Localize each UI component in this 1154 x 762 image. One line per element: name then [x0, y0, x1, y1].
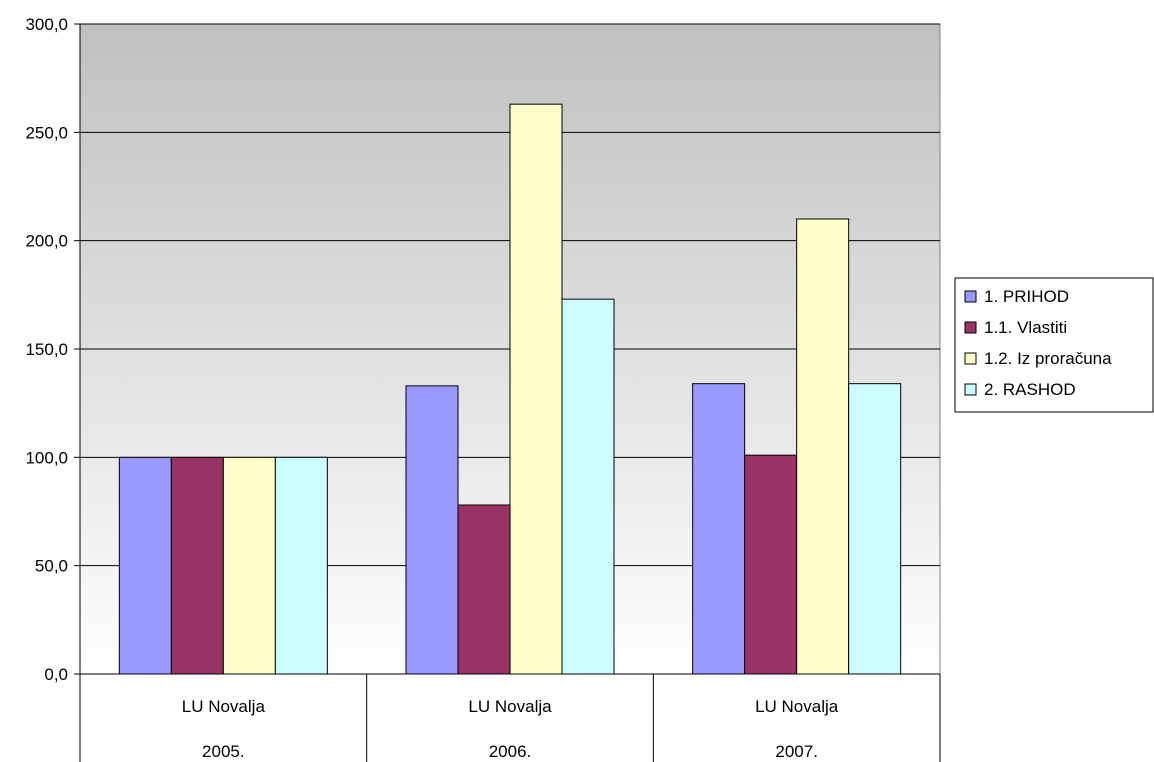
bar-4-3: [848, 383, 902, 675]
bar-3-3: [796, 218, 850, 675]
legend-box: [954, 277, 1154, 413]
x-category-year-label: 2007.: [775, 742, 818, 761]
bar-4-2: [561, 298, 615, 675]
bar-2-1: [170, 456, 224, 675]
y-tick-label: 200,0: [25, 232, 68, 251]
legend: 1. PRIHOD 1.1. Vlastiti 1.2. Iz proračuna 2…: [954, 277, 1154, 413]
y-tick-label: 0,0: [44, 665, 68, 684]
y-tick-labels: 0,0 50,0 100,0 150,0 200,0 250,0 300,0: [25, 15, 68, 684]
legend-label: 1.2. Iz proračuna: [984, 349, 1112, 368]
y-tick-label: 50,0: [35, 557, 68, 576]
bars: [118, 103, 902, 675]
axes: [74, 23, 941, 762]
legend-swatch: [964, 383, 977, 396]
legend-label: 1. PRIHOD: [984, 287, 1069, 306]
x-category-label: LU Novalja: [755, 697, 839, 716]
legend-swatch: [964, 290, 977, 303]
legend-label: 2. RASHOD: [984, 380, 1076, 399]
legend-swatch: [964, 321, 977, 334]
legend-swatch: [964, 352, 977, 365]
x-category-label: LU Novalja: [182, 697, 266, 716]
x-category-labels: LU Novalja 2005. LU Novalja 2006. LU Novalja…: [182, 697, 839, 761]
bar-1-3: [692, 383, 746, 675]
x-category-year-label: 2005.: [202, 742, 245, 761]
y-tick-label: 250,0: [25, 123, 68, 142]
bar-1-2: [405, 385, 459, 675]
x-category-label: LU Novalja: [468, 697, 552, 716]
x-category-year-label: 2006.: [489, 742, 532, 761]
bar-4-1: [274, 456, 328, 675]
y-tick-label: 150,0: [25, 340, 68, 359]
bar-2-3: [744, 454, 798, 675]
y-tick-label: 100,0: [25, 448, 68, 467]
bar-1-1: [118, 456, 172, 675]
legend-label: 1.1. Vlastiti: [984, 318, 1067, 337]
y-tick-label: 300,0: [25, 15, 68, 34]
bar-3-1: [222, 456, 276, 675]
bar-2-2: [457, 504, 511, 675]
bar-3-2: [509, 103, 563, 675]
